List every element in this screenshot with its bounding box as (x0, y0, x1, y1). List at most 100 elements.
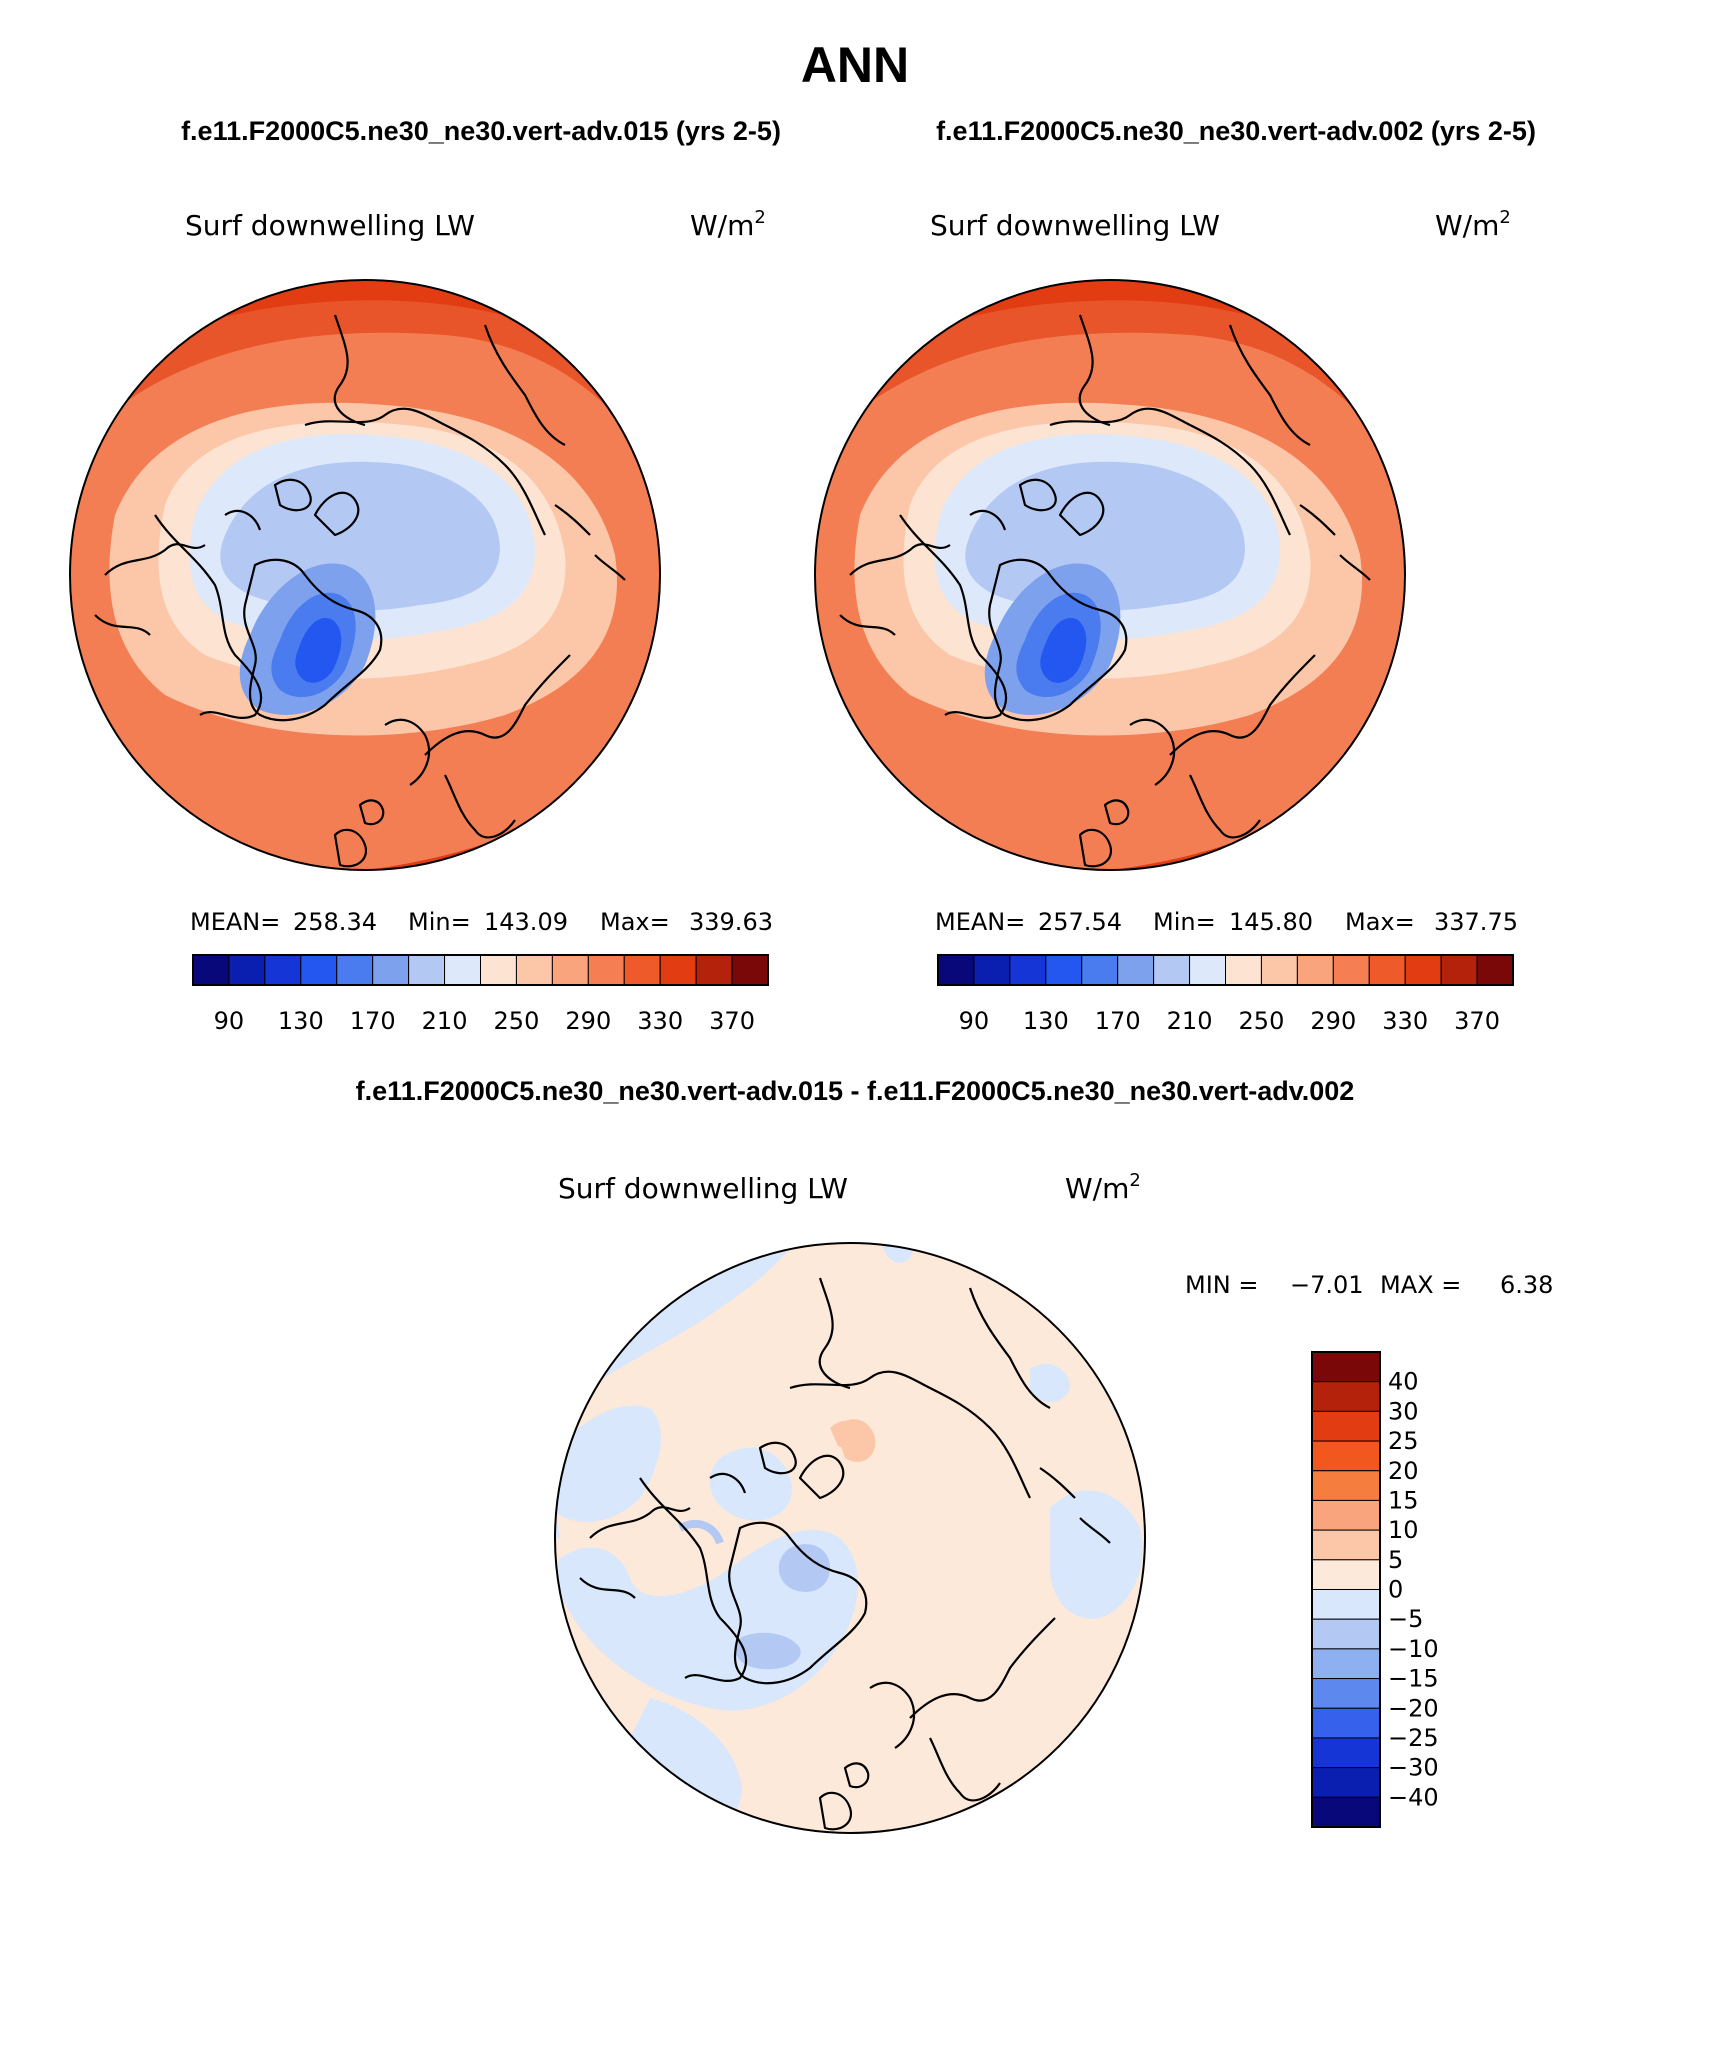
colorbar-right-tick-label: 90 (959, 1007, 990, 1035)
colorbar-diff-tick-label: 40 (1388, 1368, 1419, 1396)
colorbar-diff-swatch (1311, 1737, 1381, 1769)
colorbar-right-swatch (1404, 954, 1442, 986)
colorbar-left: 90 130 170 210 250 290 330 370 (192, 954, 769, 1035)
case-title-right: f.e11.F2000C5.ne30_ne30.vert-adv.002 (yr… (936, 116, 1536, 146)
colorbar-diff-swatch (1311, 1529, 1381, 1561)
colorbar-left-swatch (551, 954, 589, 986)
polar-map-left (70, 280, 660, 870)
colorbar-right-tick-label: 170 (1095, 1007, 1141, 1035)
colorbar-left-frame (192, 954, 769, 986)
colorbar-left-swatch (480, 954, 517, 986)
colorbar-diff-tick-label: 30 (1388, 1397, 1419, 1425)
colorbar-right-tick-label: 290 (1310, 1007, 1356, 1035)
colorbar-right-swatch (1153, 954, 1191, 986)
colorbar-left-swatch (515, 954, 553, 986)
colorbar-diff-tick-label: −20 (1388, 1694, 1439, 1722)
colorbar-right-swatch (1189, 954, 1226, 986)
colorbar-diff-swatch (1311, 1796, 1381, 1828)
map-boundary-right (814, 279, 1406, 871)
colorbar-right-swatch (1225, 954, 1262, 986)
mean-value-left: 258.34 (293, 908, 377, 936)
colorbar-diff-tick-label: −15 (1388, 1665, 1439, 1693)
stats-left: MEAN= 258.34 Min= 143.09 Max= 339.63 (190, 908, 773, 936)
colorbar-right-tick-label: 370 (1454, 1007, 1500, 1035)
colorbar-diff-tick-label: 25 (1388, 1427, 1419, 1455)
colorbar-right: 90 130 170 210 250 290 330 370 (937, 954, 1514, 1035)
colorbar-diff-tick-label: −5 (1388, 1605, 1423, 1633)
colorbar-diff-swatch (1311, 1410, 1381, 1442)
colorbar-diff-tick-label: −30 (1388, 1754, 1439, 1782)
colorbar-right-swatch (1296, 954, 1334, 986)
colorbar-diff-tick-label: −10 (1388, 1635, 1439, 1663)
colorbar-right-swatch (1081, 954, 1119, 986)
colorbar-diff-swatch (1311, 1589, 1381, 1620)
colorbar-left-swatch (623, 954, 661, 986)
panel-right-variable: Surf downwelling LW (930, 209, 1220, 242)
colorbar-diff-tick-label: −25 (1388, 1724, 1439, 1752)
colorbar-left-swatch (408, 954, 446, 986)
colorbar-left-swatch (264, 954, 302, 986)
polar-map-diff (555, 1243, 1145, 1833)
min-value-right: 145.80 (1229, 908, 1313, 936)
max-value-left: 339.63 (689, 908, 773, 936)
panel-diff-units: W/m2 (1065, 1170, 1141, 1205)
panel-right-units: W/m2 (1435, 207, 1511, 242)
case-title-left: f.e11.F2000C5.ne30_ne30.vert-adv.015 (yr… (181, 116, 781, 146)
mean-label-left: MEAN= (190, 908, 280, 936)
colorbar-diff-swatch (1311, 1648, 1381, 1680)
colorbar-diff-tick-label: 15 (1388, 1486, 1419, 1514)
colorbar-diff-tick-label: 5 (1388, 1546, 1403, 1574)
colorbar-left-tick-label: 90 (214, 1007, 245, 1035)
colorbar-left-swatch (587, 954, 625, 986)
colorbar-right-swatch (1117, 954, 1155, 986)
colorbar-diff-swatch (1311, 1767, 1381, 1798)
panel-diff: Surf downwelling LW W/m2 (554, 1170, 1553, 1834)
max-label-left: Max= (600, 908, 670, 936)
colorbar-diff-swatch (1311, 1381, 1381, 1412)
diff-min-label: MIN = (1185, 1271, 1258, 1299)
colorbar-left-tick-label: 250 (494, 1007, 540, 1035)
max-value-right: 337.75 (1434, 908, 1518, 936)
colorbar-right-swatch (1368, 954, 1406, 986)
colorbar-right-swatch (1045, 954, 1083, 986)
colorbar-right-tick-label: 210 (1167, 1007, 1213, 1035)
colorbar-diff-tick-label: 10 (1388, 1516, 1419, 1544)
colorbar-diff-tick-label: 0 (1388, 1576, 1403, 1604)
colorbar-left-swatch (336, 954, 374, 986)
colorbar-left-swatch (444, 954, 481, 986)
stats-right: MEAN= 257.54 Min= 145.80 Max= 337.75 (935, 908, 1518, 936)
min-label-right: Min= (1153, 908, 1216, 936)
colorbar-right-swatch (973, 954, 1011, 986)
colorbar-right-tick-label: 130 (1023, 1007, 1069, 1035)
colorbar-right-swatch (1476, 954, 1514, 986)
min-label-left: Min= (408, 908, 471, 936)
colorbar-left-tick-label: 170 (350, 1007, 396, 1035)
colorbar-diff-tick-label: −40 (1388, 1783, 1439, 1811)
diff-max-value: 6.38 (1500, 1271, 1553, 1299)
max-label-right: Max= (1345, 908, 1415, 936)
colorbar-right-swatch (1260, 954, 1298, 986)
colorbar-left-swatch (659, 954, 697, 986)
colorbar-left-swatch (192, 954, 230, 986)
diff-stats: MIN = −7.01 MAX = 6.38 (1185, 1271, 1553, 1299)
colorbar-right-swatch (937, 954, 975, 986)
colorbar-right-swatch (1332, 954, 1370, 986)
colorbar-left-tick-label: 210 (422, 1007, 468, 1035)
colorbar-diff-swatch (1311, 1707, 1381, 1739)
colorbar-diff-swatch (1311, 1499, 1381, 1531)
colorbar-diff-swatch (1311, 1559, 1381, 1590)
colorbar-left-swatch (372, 954, 410, 986)
colorbar-right-swatch (1440, 954, 1478, 986)
colorbar-left-tick-label: 370 (709, 1007, 755, 1035)
colorbar-left-tick-label: 290 (565, 1007, 611, 1035)
diff-max-label: MAX = (1380, 1271, 1461, 1299)
colorbar-diff-swatch (1311, 1678, 1381, 1709)
colorbar-diff-swatch (1311, 1440, 1381, 1472)
panel-left-variable: Surf downwelling LW (185, 209, 475, 242)
colorbar-right-frame (937, 954, 1514, 986)
mean-value-right: 257.54 (1038, 908, 1122, 936)
figure-title: ANN (801, 37, 909, 93)
panel-left-units: W/m2 (690, 207, 766, 242)
